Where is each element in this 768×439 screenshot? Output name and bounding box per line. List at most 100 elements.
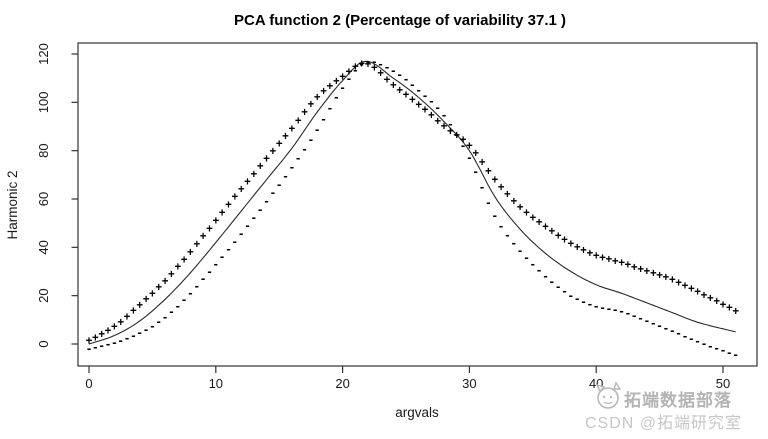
plus-marker: + [618, 258, 625, 270]
minus-marker: - [512, 235, 516, 250]
minus-marker: - [727, 344, 731, 359]
plus-marker: + [244, 176, 251, 188]
minus-marker: - [195, 278, 199, 293]
plus-marker: + [238, 184, 245, 196]
plus-marker: + [663, 272, 670, 284]
minus-marker: - [252, 210, 256, 225]
plus-marker: + [580, 245, 587, 257]
minus-marker: - [347, 70, 351, 85]
mean-curve-path [88, 60, 736, 345]
minus-marker: - [676, 325, 680, 340]
plus-marker: + [675, 277, 682, 289]
plus-marker: + [644, 266, 651, 278]
plus-marker: + [314, 92, 321, 104]
plus-marker: + [339, 72, 346, 84]
plus-marker: + [212, 215, 219, 227]
minus-marker: - [505, 227, 509, 242]
minus-marker: - [499, 218, 503, 233]
y-tick-label: 100 [36, 91, 51, 113]
plus-marker: + [105, 326, 112, 338]
x-tick-label: 50 [716, 376, 730, 391]
plus-marker: + [377, 68, 384, 80]
plus-marker: + [631, 262, 638, 274]
minus-marker: - [125, 330, 129, 345]
plus-marker: + [523, 208, 530, 220]
plus-marker: + [371, 63, 378, 75]
minus-marker: - [423, 87, 427, 102]
y-tick-label: 80 [36, 143, 51, 157]
plus-marker: + [726, 303, 733, 315]
minus-marker: - [715, 340, 719, 355]
plus-marker: + [479, 157, 486, 169]
plus-marker: + [390, 80, 397, 92]
minus-marker: - [721, 342, 725, 357]
minus-marker: - [651, 315, 655, 330]
y-tick-label: 120 [36, 43, 51, 65]
plus-marker: + [720, 300, 727, 312]
minus-marker: - [708, 338, 712, 353]
series-layer: + + + + + + + + + + +++++++++++++++++++++++++++ + + +… [86, 53, 740, 361]
minus-marker: - [455, 126, 459, 141]
series-mean_minus_harmonic: - - - - - - - - - - - - - - - - - - - - - - ------------------… [87, 53, 738, 361]
minus-marker: - [410, 76, 414, 91]
plus-marker: + [409, 94, 416, 106]
plus-marker: + [231, 192, 238, 204]
plus-marker: + [491, 174, 498, 186]
minus-marker: - [670, 322, 674, 337]
minus-marker: - [321, 111, 325, 126]
minus-marker: - [537, 262, 541, 277]
minus-marker: - [245, 218, 249, 233]
plus-marker: + [384, 74, 391, 86]
plus-marker: + [301, 107, 308, 119]
minus-marker: - [645, 313, 649, 328]
minus-marker: - [87, 340, 91, 355]
minus-marker: - [163, 309, 167, 324]
minus-marker: - [359, 56, 363, 71]
plus-marker: + [270, 146, 277, 158]
plus-marker: + [441, 121, 448, 133]
minus-marker: - [664, 320, 668, 335]
plus-marker: + [276, 139, 283, 151]
plus-marker: + [111, 322, 118, 334]
plus-marker: + [333, 76, 340, 88]
minus-marker: - [467, 150, 471, 165]
x-tick-label: 0 [85, 376, 92, 391]
plus-marker: + [688, 284, 695, 296]
plus-marker: + [86, 336, 93, 348]
y-axis-title: Harmonic 2 [5, 170, 20, 239]
minus-marker: - [334, 89, 338, 104]
minus-marker: - [702, 336, 706, 351]
minus-marker: - [474, 164, 478, 179]
minus-marker: - [442, 107, 446, 122]
minus-marker: - [588, 296, 592, 311]
plus-marker: + [656, 270, 663, 282]
minus-marker: - [524, 250, 528, 265]
plus-marker: + [352, 62, 359, 74]
plus-marker: + [308, 99, 315, 111]
plus-marker: + [510, 196, 517, 208]
plus-marker: + [162, 276, 169, 288]
minus-marker: - [226, 241, 230, 256]
minus-marker: - [385, 59, 389, 74]
plus-marker: + [472, 148, 479, 160]
plus-marker: + [434, 116, 441, 128]
plus-marker: + [422, 105, 429, 117]
minus-marker: - [144, 321, 148, 336]
plus-marker: + [713, 296, 720, 308]
minus-marker: - [619, 303, 623, 318]
minus-marker: - [689, 331, 693, 346]
minus-marker: - [182, 291, 186, 306]
minus-marker: - [372, 54, 376, 69]
watermark-text-line2: CSDN @拓端研究室 [585, 414, 742, 432]
watermark-text-line1: 拓端数据部落 [624, 390, 732, 410]
minus-marker: - [695, 333, 699, 348]
plus-marker: + [124, 311, 131, 323]
minus-marker: - [239, 226, 243, 241]
minus-marker: - [138, 325, 142, 340]
y-tick-label: 0 [36, 340, 51, 347]
minus-marker: - [480, 179, 484, 194]
minus-marker: - [556, 279, 560, 294]
minus-marker: - [353, 62, 357, 77]
plus-marker: + [289, 124, 296, 136]
plus-marker: + [555, 230, 562, 242]
